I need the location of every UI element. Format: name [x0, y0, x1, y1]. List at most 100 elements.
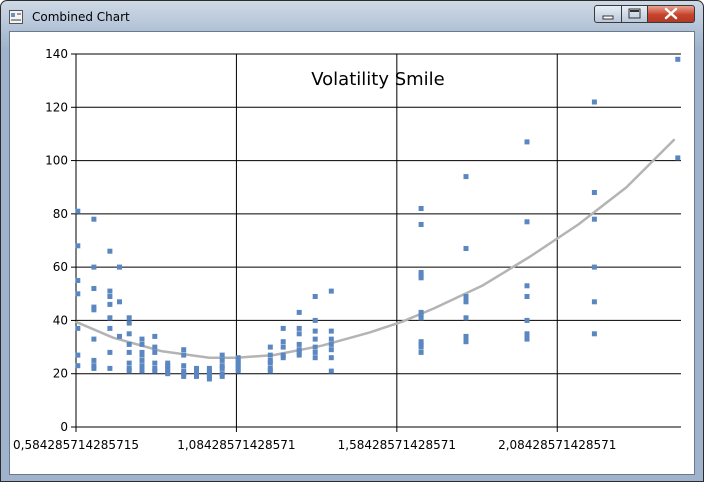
data-point — [91, 286, 97, 291]
minimize-icon — [602, 15, 614, 20]
data-point — [675, 155, 681, 161]
data-point — [107, 301, 113, 307]
data-point — [280, 355, 286, 361]
data-point — [139, 363, 145, 369]
data-point — [235, 355, 241, 361]
data-point — [463, 339, 469, 345]
data-point — [139, 368, 145, 374]
data-point — [591, 264, 597, 270]
data-point — [463, 296, 469, 302]
data-point — [463, 299, 469, 305]
data-point — [591, 190, 597, 195]
chart-grid — [75, 53, 681, 428]
data-point — [152, 344, 158, 350]
data-point — [296, 331, 302, 337]
data-point — [328, 355, 334, 361]
chart-title: Volatility Smile — [311, 69, 445, 90]
title-bar[interactable]: Combined Chart — [1, 1, 703, 31]
data-point — [139, 341, 145, 347]
data-point — [328, 341, 334, 347]
data-point — [418, 339, 424, 345]
data-point — [296, 341, 302, 347]
data-point — [126, 360, 132, 366]
data-point — [418, 222, 424, 227]
x-tick-label: 2,08428571428571 — [498, 438, 616, 452]
data-point — [91, 304, 97, 310]
maximize-icon — [628, 8, 641, 19]
data-point — [91, 357, 97, 363]
data-point — [312, 344, 318, 350]
data-point — [126, 320, 132, 326]
data-point — [267, 368, 273, 374]
data-point — [524, 283, 530, 289]
data-point — [91, 307, 97, 313]
data-point — [75, 325, 81, 331]
close-button[interactable] — [647, 5, 695, 23]
data-point — [267, 357, 273, 363]
data-point — [91, 264, 97, 270]
data-point — [328, 288, 334, 294]
data-point — [117, 299, 122, 305]
data-point — [591, 299, 597, 305]
data-point — [194, 371, 199, 377]
data-point — [117, 264, 122, 270]
data-point — [235, 357, 241, 363]
x-tick-label: 1,58428571428571 — [338, 438, 456, 452]
maximize-button[interactable] — [621, 5, 648, 23]
data-point — [296, 349, 302, 355]
data-point — [126, 341, 132, 347]
data-point — [418, 206, 424, 211]
data-point — [126, 368, 132, 374]
data-point — [312, 294, 318, 299]
data-point — [219, 365, 225, 371]
data-point — [181, 347, 187, 353]
data-point — [280, 352, 286, 358]
data-point — [312, 349, 318, 355]
data-point — [75, 291, 81, 297]
data-point — [312, 355, 318, 361]
data-point — [524, 294, 530, 299]
data-point — [312, 328, 318, 334]
data-point — [418, 270, 424, 275]
data-point — [591, 216, 597, 222]
y-tick-label: 100 — [45, 154, 68, 168]
window-title: Combined Chart — [32, 10, 130, 24]
data-point — [194, 373, 199, 379]
data-point — [591, 99, 597, 105]
y-tick-label: 80 — [53, 207, 68, 221]
data-point — [235, 360, 241, 366]
data-point — [463, 333, 469, 339]
y-tick-label: 0 — [60, 420, 68, 434]
y-tick-label: 40 — [53, 313, 68, 327]
data-point — [296, 309, 302, 315]
data-point — [139, 365, 145, 371]
data-point — [152, 333, 158, 339]
data-point — [126, 349, 132, 355]
data-point — [312, 336, 318, 342]
data-point — [152, 349, 158, 355]
data-point — [117, 333, 122, 339]
data-point — [296, 352, 302, 358]
minimize-button[interactable] — [594, 5, 622, 23]
data-point — [91, 363, 97, 369]
data-point — [267, 352, 273, 358]
data-points — [75, 56, 681, 382]
y-tick-label: 140 — [45, 47, 68, 61]
data-point — [280, 344, 286, 350]
data-point — [296, 325, 302, 331]
data-point — [152, 368, 158, 374]
data-point — [181, 371, 187, 377]
volatility-smile-chart: 0 20 40 60 80 100 120 140 0,584285714285715 1,084… — [13, 47, 681, 452]
data-point — [139, 336, 145, 342]
data-point — [280, 325, 286, 331]
y-tick-label: 120 — [45, 100, 68, 114]
data-point — [463, 246, 469, 251]
data-point — [181, 352, 187, 358]
data-point — [91, 216, 97, 222]
data-point — [107, 315, 113, 321]
data-point — [206, 368, 212, 374]
data-point — [107, 365, 113, 371]
data-point — [107, 288, 113, 294]
data-point — [206, 376, 212, 382]
data-point — [418, 341, 424, 347]
